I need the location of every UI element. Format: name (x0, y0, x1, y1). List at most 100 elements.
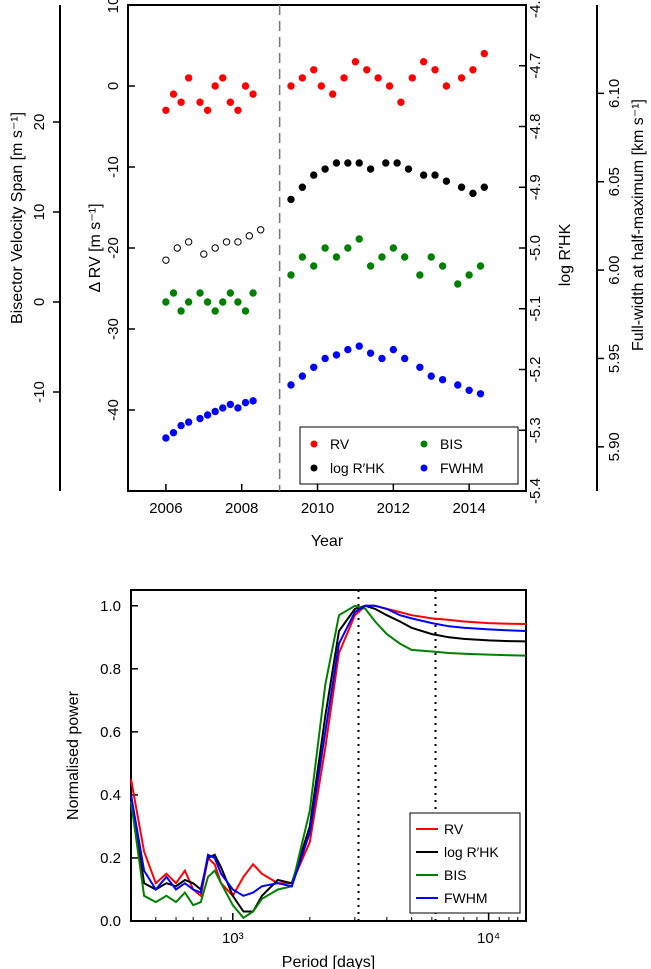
legend-marker (420, 464, 428, 472)
point-logrhk (393, 159, 401, 167)
point-rv (226, 98, 235, 106)
point-rv (457, 74, 466, 82)
point-rv (419, 58, 428, 66)
point-logrhk (222, 238, 231, 246)
point-fwhm (332, 351, 341, 359)
point-rv (317, 82, 326, 90)
point-rv (298, 74, 307, 82)
curve-fwhm (130, 604, 527, 897)
fwhm-tick-label: 6.10 (606, 79, 623, 108)
point-logrhk (344, 159, 352, 167)
point-bis (298, 253, 307, 261)
legend-label: FWHM (440, 460, 484, 476)
point-bis (241, 307, 250, 315)
point-rv (234, 106, 242, 115)
fwhm-tick-label: 5.90 (606, 432, 623, 461)
point-logrhk (431, 171, 439, 179)
rv-tick-label: -30 (105, 318, 122, 340)
x-tick-label: 2006 (149, 500, 182, 517)
point-rv (196, 98, 204, 106)
logrhk-tick-label: -5.0 (527, 235, 544, 261)
point-fwhm (184, 418, 193, 426)
point-bis (454, 280, 462, 288)
point-logrhk (321, 165, 329, 173)
point-fwhm (211, 407, 219, 416)
legend-label: BIS (440, 436, 463, 452)
point-fwhm (416, 363, 424, 371)
point-logrhk (442, 177, 451, 185)
point-bis (438, 262, 447, 270)
point-fwhm (249, 397, 257, 405)
point-rv (249, 90, 257, 98)
bis-tick-label: -10 (31, 381, 48, 403)
point-bis (378, 253, 386, 261)
point-logrhk (200, 250, 208, 258)
point-bis (203, 298, 212, 306)
point-bis (196, 289, 204, 297)
point-fwhm (196, 414, 204, 423)
legend-label: log R′HK (444, 844, 499, 860)
y-tick-label: 0.0 (100, 913, 121, 930)
legend-box (299, 426, 519, 485)
point-rv (363, 66, 371, 74)
point-rv (351, 58, 360, 66)
rv-tick-label: 10 (105, 0, 122, 13)
y-tick-label: 0.6 (100, 724, 121, 741)
point-fwhm (203, 411, 212, 419)
rv-tick-label: -10 (105, 156, 122, 178)
point-logrhk (298, 183, 307, 191)
bis-tick-label: 0 (31, 298, 48, 306)
point-logrhk (355, 159, 363, 167)
point-rv (431, 66, 439, 74)
point-rv (219, 74, 227, 82)
logrhk-tick-label: -4.8 (527, 114, 544, 140)
point-bis (427, 253, 435, 261)
x-tick-label: 2012 (377, 500, 410, 517)
point-logrhk (211, 244, 219, 252)
point-logrhk (310, 171, 318, 179)
point-bis (401, 253, 409, 261)
point-rv (469, 66, 477, 74)
point-rv (385, 82, 394, 90)
y-tick-label: 0.4 (100, 787, 121, 804)
legend-label: BIS (444, 867, 467, 883)
point-rv (340, 74, 348, 82)
logrhk-tick-label: -5.4 (527, 478, 544, 504)
y-tick-label: 0.2 (100, 850, 121, 867)
point-rv (408, 74, 416, 82)
y-tick-label: 1.0 (100, 598, 121, 615)
legend-marker (310, 464, 318, 472)
point-rv (211, 82, 219, 90)
point-fwhm (226, 400, 235, 409)
point-fwhm (169, 428, 178, 437)
point-logrhk (469, 189, 477, 198)
point-bis (310, 262, 318, 270)
point-rv (397, 98, 405, 106)
legend-label: RV (444, 821, 464, 837)
point-fwhm (177, 421, 185, 430)
point-fwhm (378, 354, 386, 363)
point-fwhm (234, 404, 242, 412)
point-rv (442, 82, 451, 90)
point-rv (203, 106, 212, 115)
point-fwhm (321, 354, 329, 363)
logrhk-axis-label: log R′HK (557, 223, 574, 286)
point-rv (162, 106, 170, 115)
bis-axis-label: Bisector Velocity Span [m s⁻¹] (9, 112, 26, 324)
curve-logrhk (130, 604, 527, 913)
point-logrhk (480, 183, 489, 191)
point-bis (355, 235, 363, 243)
logrhk-tick-label: -4.6 (527, 0, 544, 18)
logrhk-tick-label: -5.1 (527, 296, 544, 322)
bis-tick-label: 10 (31, 204, 48, 221)
point-bis (169, 289, 178, 297)
bis-tick-label: 20 (31, 114, 48, 131)
point-fwhm (287, 381, 295, 389)
point-bis (177, 307, 185, 315)
y-tick-label: 0.8 (100, 661, 121, 678)
legend-marker (310, 440, 318, 448)
x-tick-label: 2010 (301, 500, 334, 517)
point-logrhk (256, 226, 265, 234)
point-bis (211, 307, 219, 315)
point-logrhk (245, 232, 253, 240)
